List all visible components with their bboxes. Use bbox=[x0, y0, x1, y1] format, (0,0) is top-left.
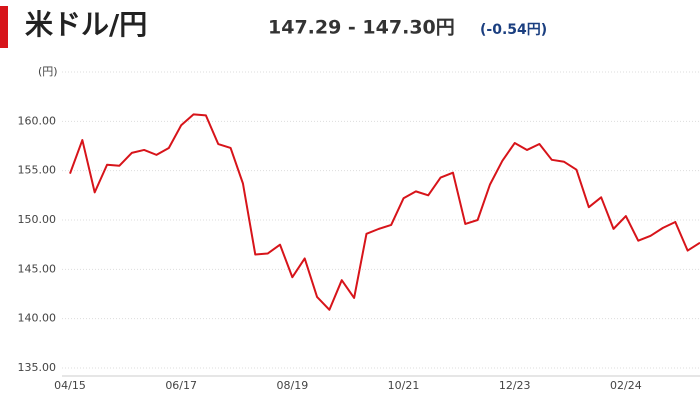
y-tick-label: 145.00 bbox=[18, 262, 57, 275]
x-tick-label: 08/19 bbox=[277, 379, 309, 392]
y-tick-label: 135.00 bbox=[18, 361, 57, 374]
y-tick-label: 155.00 bbox=[18, 164, 57, 177]
y-axis-label: (円) bbox=[38, 65, 58, 78]
x-tick-label: 04/15 bbox=[54, 379, 86, 392]
line-series bbox=[69, 113, 700, 311]
y-tick-label: 140.00 bbox=[18, 312, 57, 325]
y-tick-label: 160.00 bbox=[18, 114, 57, 127]
x-tick-label: 06/17 bbox=[165, 379, 197, 392]
y-tick-label: 150.00 bbox=[18, 213, 57, 226]
x-tick-label: 10/21 bbox=[388, 379, 420, 392]
price: 147.29 - 147.30円 bbox=[268, 17, 455, 39]
x-tick-label: 02/24 bbox=[610, 379, 642, 392]
accent-bar bbox=[0, 6, 8, 48]
chart-title: 米ドル/円 bbox=[25, 8, 147, 41]
change: (-0.54円) bbox=[480, 22, 547, 38]
x-tick-label: 12/23 bbox=[499, 379, 531, 392]
